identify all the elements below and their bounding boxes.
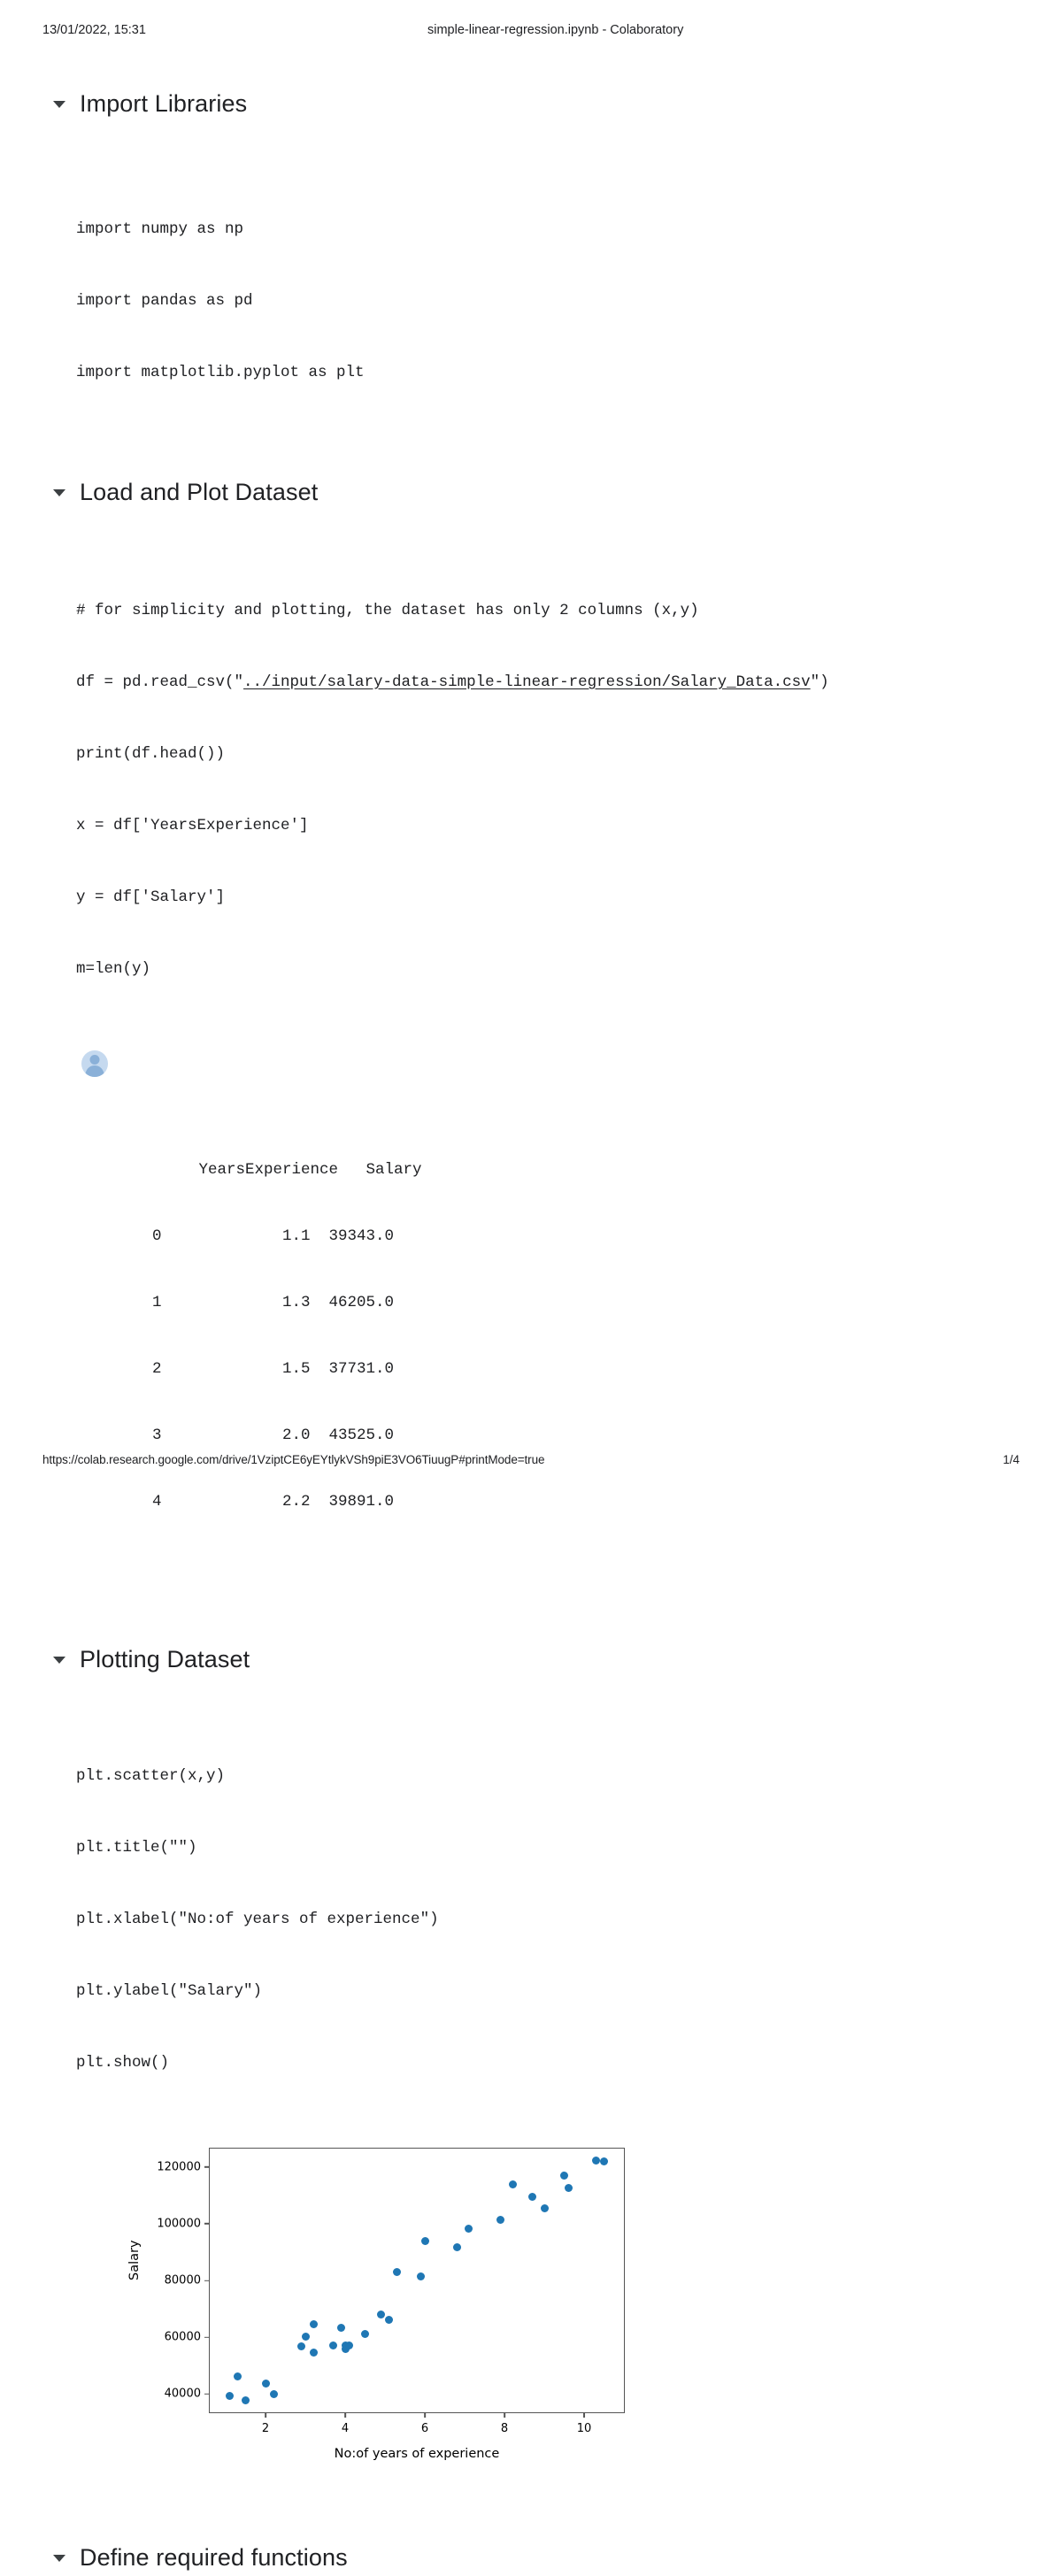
table-row: 1 1.3 46205.0 xyxy=(152,1294,395,1311)
plot-area: 40000 60000 80000 100000 120000 2 4 6 8 10 xyxy=(157,2148,625,2435)
section-header-import-libraries[interactable]: Import Libraries xyxy=(0,85,1062,122)
code-read-prefix: df = pd.read_csv(" xyxy=(76,673,244,691)
x-axis-tick-label: 6 xyxy=(421,2412,428,2435)
table-row: 0 1.1 39343.0 xyxy=(152,1227,395,1245)
chevron-down-icon[interactable] xyxy=(51,1651,67,1667)
scatter-point xyxy=(377,2311,385,2319)
y-axis-tick-label: 40000 xyxy=(165,2388,210,2401)
code-line: plt.title("") xyxy=(76,1839,197,1857)
scatter-point xyxy=(301,2333,310,2341)
section-header-plotting-dataset[interactable]: Plotting Dataset xyxy=(0,1641,1062,1678)
csv-path-link[interactable]: ../input/salary-data-simple-linear-regre… xyxy=(243,673,811,691)
scatter-point xyxy=(337,2324,345,2333)
code-line: print(df.head()) xyxy=(76,745,226,763)
scatter-point xyxy=(592,2156,600,2165)
scatter-point xyxy=(309,2349,318,2357)
scatter-point xyxy=(600,2157,608,2166)
scatter-point xyxy=(496,2216,504,2225)
dataframe-header-row: YearsExperience Salary xyxy=(152,1161,422,1179)
scatter-point xyxy=(560,2172,568,2180)
section-header-load-and-plot-dataset[interactable]: Load and Plot Dataset xyxy=(0,473,1062,511)
code-cell-plot[interactable]: plt.scatter(x,y) plt.title("") plt.xlabe… xyxy=(0,1717,1062,2123)
print-document-title: simple-linear-regression.ipynb - Colabor… xyxy=(427,23,684,37)
section-title: Load and Plot Dataset xyxy=(80,478,319,505)
code-line: x = df['YearsExperience'] xyxy=(76,817,309,834)
section-header-define-required-functions[interactable]: Define required functions xyxy=(0,2539,1062,2576)
code-line: y = df['Salary'] xyxy=(76,888,226,906)
x-axis-tick-label: 2 xyxy=(262,2412,269,2435)
scatter-point xyxy=(540,2203,549,2212)
scatter-point xyxy=(528,2193,536,2202)
x-axis-tick-label: 4 xyxy=(342,2412,349,2435)
notebook-document: Import Libraries import numpy as np impo… xyxy=(0,69,1062,2576)
scatter-point xyxy=(309,2320,318,2329)
x-axis-tick-label: 8 xyxy=(501,2412,508,2435)
print-footer: https://colab.research.google.com/drive/… xyxy=(0,1453,1062,1469)
scatter-point xyxy=(261,2380,270,2388)
code-cell-load-dataset[interactable]: # for simplicity and plotting, the datas… xyxy=(0,551,1062,1029)
code-line: plt.xlabel("No:of years of experience") xyxy=(76,1911,439,1928)
code-line-comment: # for simplicity and plotting, the datas… xyxy=(76,602,699,619)
code-line: import pandas as pd xyxy=(76,292,253,310)
avatar-head xyxy=(89,1055,100,1065)
avatar-body xyxy=(85,1065,104,1077)
code-line: plt.scatter(x,y) xyxy=(76,1767,226,1785)
code-line-read-csv: df = pd.read_csv("../input/salary-data-s… xyxy=(76,671,1062,695)
print-footer-url: https://colab.research.google.com/drive/… xyxy=(42,1453,545,1466)
section-title: Import Libraries xyxy=(80,89,248,117)
code-line: import matplotlib.pyplot as plt xyxy=(76,364,365,381)
scatter-point xyxy=(226,2391,234,2400)
print-header: 13/01/2022, 15:31 simple-linear-regressi… xyxy=(0,23,1062,41)
print-date: 13/01/2022, 15:31 xyxy=(42,23,146,37)
scatter-point xyxy=(417,2272,425,2281)
scatter-point xyxy=(465,2224,473,2233)
scatter-point xyxy=(234,2372,242,2380)
scatter-point xyxy=(385,2316,393,2325)
code-line: import numpy as np xyxy=(76,220,244,238)
y-axis-tick-label: 100000 xyxy=(157,2217,210,2230)
y-axis-tick-label: 80000 xyxy=(165,2274,210,2288)
table-row: 2 1.5 37731.0 xyxy=(152,1360,395,1378)
print-footer-page-number: 1/4 xyxy=(1003,1453,1020,1466)
code-line: plt.show() xyxy=(76,2054,170,2072)
scatter-point xyxy=(420,2236,429,2245)
scatter-point xyxy=(361,2330,369,2339)
scatter-point xyxy=(345,2341,353,2349)
scatter-point xyxy=(269,2390,278,2399)
x-axis-label: No:of years of experience xyxy=(334,2447,500,2461)
scatter-point xyxy=(297,2342,305,2351)
scatter-point xyxy=(393,2267,401,2276)
y-axis-tick-label: 60000 xyxy=(165,2331,210,2344)
code-read-suffix: ") xyxy=(810,673,829,691)
y-axis-tick-label: 120000 xyxy=(157,2160,210,2173)
scatter-plot-figure: Salary 40000 60000 80000 100000 120000 2 4 6 8 10… xyxy=(127,2139,628,2484)
scatter-point xyxy=(508,2180,517,2189)
chevron-down-icon[interactable] xyxy=(51,96,67,111)
section-title: Define required functions xyxy=(80,2543,348,2571)
code-line: m=len(y) xyxy=(76,960,151,978)
cell-output-dataframe: YearsExperience Salary 0 1.1 39343.0 1 1… xyxy=(0,1049,1062,1602)
user-avatar-icon xyxy=(81,1050,108,1077)
dataframe-text-output: YearsExperience Salary 0 1.1 39343.0 1 1… xyxy=(76,1115,1062,1557)
scatter-point xyxy=(242,2395,250,2404)
section-title: Plotting Dataset xyxy=(80,1645,250,1672)
x-axis-tick-label: 10 xyxy=(577,2412,592,2435)
scatter-point xyxy=(329,2341,337,2349)
scatter-point xyxy=(452,2242,461,2251)
y-axis-label: Salary xyxy=(127,2240,142,2280)
table-row: 3 2.0 43525.0 xyxy=(152,1426,395,1444)
chevron-down-icon[interactable] xyxy=(51,484,67,500)
code-line: plt.ylabel("Salary") xyxy=(76,1982,263,2000)
code-cell-imports[interactable]: import numpy as np import pandas as pd i… xyxy=(0,170,1062,433)
scatter-point xyxy=(564,2183,573,2192)
chevron-down-icon[interactable] xyxy=(51,2549,67,2565)
